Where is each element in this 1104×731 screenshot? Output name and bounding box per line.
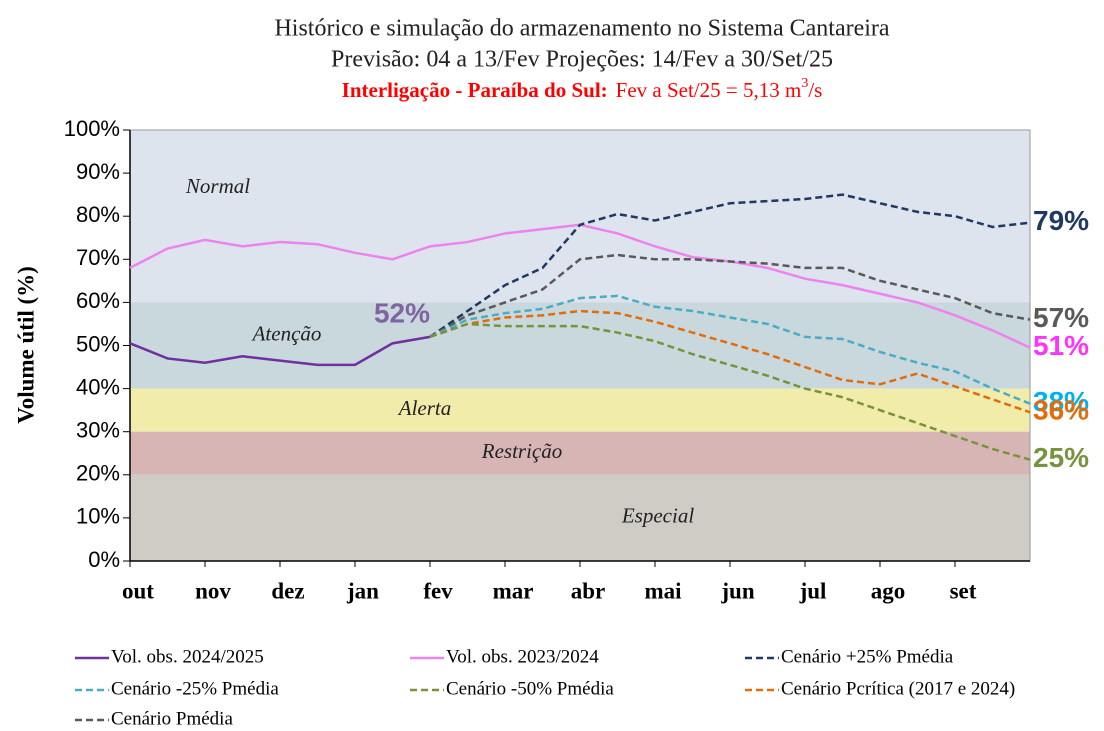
series-end-label: 52% — [374, 297, 430, 328]
legend-label: Cenário Pmédia — [111, 708, 233, 729]
zone-label: Atenção — [251, 321, 322, 345]
legend-label: Vol. obs. 2024/2025 — [111, 646, 264, 667]
zone-band — [130, 474, 1030, 561]
zone-label: Normal — [185, 174, 250, 198]
chart-note: Interligação - Paraíba do Sul: Fev a Set/… — [342, 76, 823, 102]
x-tick-label: abr — [571, 578, 606, 603]
x-tick-label: jan — [346, 578, 379, 603]
series-line — [129, 335, 431, 367]
series-line — [429, 309, 1031, 414]
x-tick-label: out — [122, 578, 154, 603]
y-axis-label: Volume útil (%) — [13, 266, 38, 424]
legend-label: Vol. obs. 2023/2024 — [446, 646, 599, 667]
y-tick-label: 100% — [64, 116, 120, 141]
zone-label: Especial — [621, 504, 694, 528]
y-tick-label: 50% — [76, 331, 120, 356]
zone-band — [130, 302, 1030, 389]
note-bold: Interligação - Paraíba do Sul: — [342, 78, 608, 102]
y-tick-label: 30% — [76, 418, 120, 443]
y-tick-label: 20% — [76, 461, 120, 486]
series-end-label: 79% — [1033, 205, 1089, 236]
series-end-label: 25% — [1033, 442, 1089, 473]
note: Fev a Set/25 = 5,13 m — [616, 78, 802, 102]
zone-label: Alerta — [397, 396, 452, 420]
x-tick-label: jul — [799, 578, 827, 603]
zone-label: Restrição — [481, 439, 562, 463]
zone-band — [130, 431, 1030, 475]
x-tick-label: nov — [195, 578, 231, 603]
chart-title: Histórico e simulação do armazenamento n… — [274, 16, 889, 42]
series-line — [429, 193, 1031, 338]
x-tick-label: jun — [720, 578, 754, 603]
note-sup: 3 — [801, 76, 808, 91]
x-tick-label: mai — [644, 578, 682, 603]
series-line — [429, 294, 1031, 405]
y-tick-label: 60% — [76, 288, 120, 313]
series-end-label: 38% — [1033, 386, 1089, 417]
y-tick-label: 80% — [76, 202, 120, 227]
zone-band — [130, 130, 1030, 303]
series-end-label: 57% — [1033, 302, 1089, 333]
note-end: /s — [808, 78, 822, 102]
legend-label: Cenário Pcrítica (2017 e 2024) — [781, 678, 1015, 699]
series-end-label: 36% — [1033, 395, 1089, 426]
x-tick-label: ago — [871, 578, 906, 603]
legend-label: Cenário +25% Pmédia — [781, 646, 954, 667]
y-tick-label: 40% — [76, 374, 120, 399]
y-tick-label: 10% — [76, 504, 120, 529]
legend-label: Cenário -50% Pmédia — [446, 678, 614, 699]
series-end-label: 51% — [1033, 330, 1089, 361]
series-line — [429, 253, 1031, 338]
x-tick-label: dez — [271, 578, 304, 603]
x-tick-label: fev — [423, 578, 453, 603]
y-tick-label: 70% — [76, 245, 120, 270]
y-tick-label: 90% — [76, 159, 120, 184]
series-line — [429, 322, 1031, 461]
y-tick-label: 0% — [88, 547, 120, 572]
zone-band — [130, 388, 1030, 432]
x-tick-label: mar — [493, 578, 534, 603]
x-tick-label: set — [950, 578, 977, 603]
legend-label: Cenário -25% Pmédia — [111, 678, 279, 699]
chart-subtitle: Previsão: 04 a 13/Fev Projeções: 14/Fev … — [331, 47, 833, 73]
